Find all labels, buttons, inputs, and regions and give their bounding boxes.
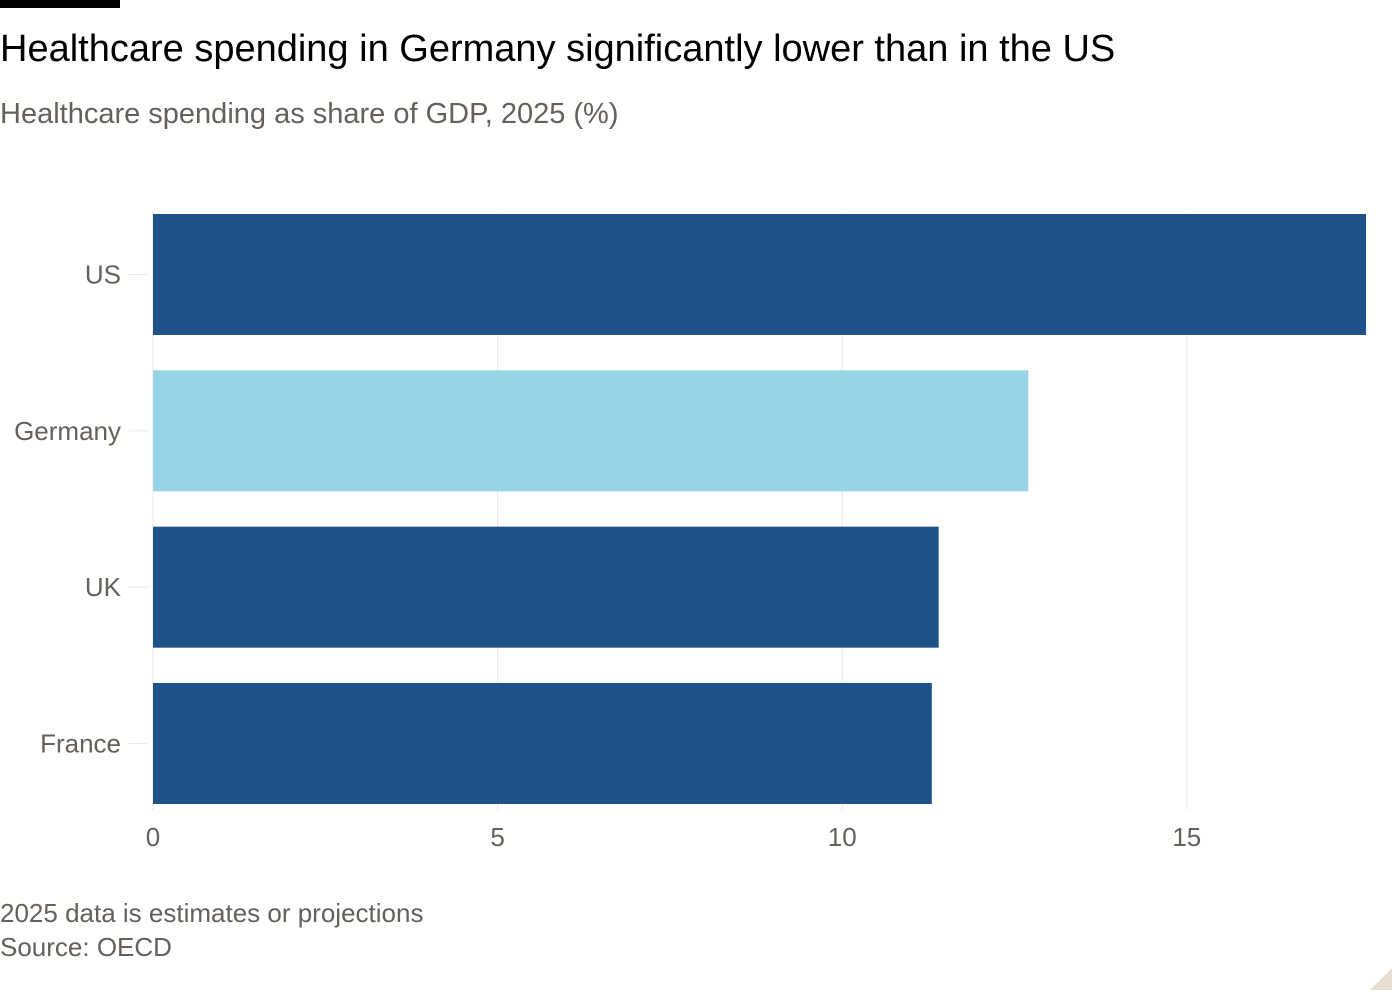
footnote: 2025 data is estimates or projections xyxy=(0,898,424,928)
x-tick-label: 15 xyxy=(1172,822,1201,852)
chart-subtitle: Healthcare spending as share of GDP, 202… xyxy=(0,98,619,130)
y-category-label: US xyxy=(85,260,121,290)
top-rule xyxy=(0,0,120,8)
y-category-label: Germany xyxy=(14,416,121,446)
source-note: Source: OECD xyxy=(0,932,172,962)
bar-germany xyxy=(153,370,1029,492)
y-category-label: France xyxy=(40,728,121,758)
x-tick-label: 5 xyxy=(490,822,504,852)
bar-layer xyxy=(153,214,1366,804)
x-tick-label: 10 xyxy=(828,822,857,852)
bar-france xyxy=(153,682,932,804)
y-category-label: UK xyxy=(85,572,122,602)
chart-title: Healthcare spending in Germany significa… xyxy=(0,28,1116,70)
bar-uk xyxy=(153,526,939,648)
label-layer: 0 5 10 15 US Germany UK France xyxy=(14,260,1201,853)
corner-mark xyxy=(1370,968,1392,990)
bar-chart: 0 5 10 15 US Germany UK France xyxy=(14,212,1366,853)
bar-us xyxy=(153,214,1366,335)
x-tick-label: 0 xyxy=(146,822,160,852)
